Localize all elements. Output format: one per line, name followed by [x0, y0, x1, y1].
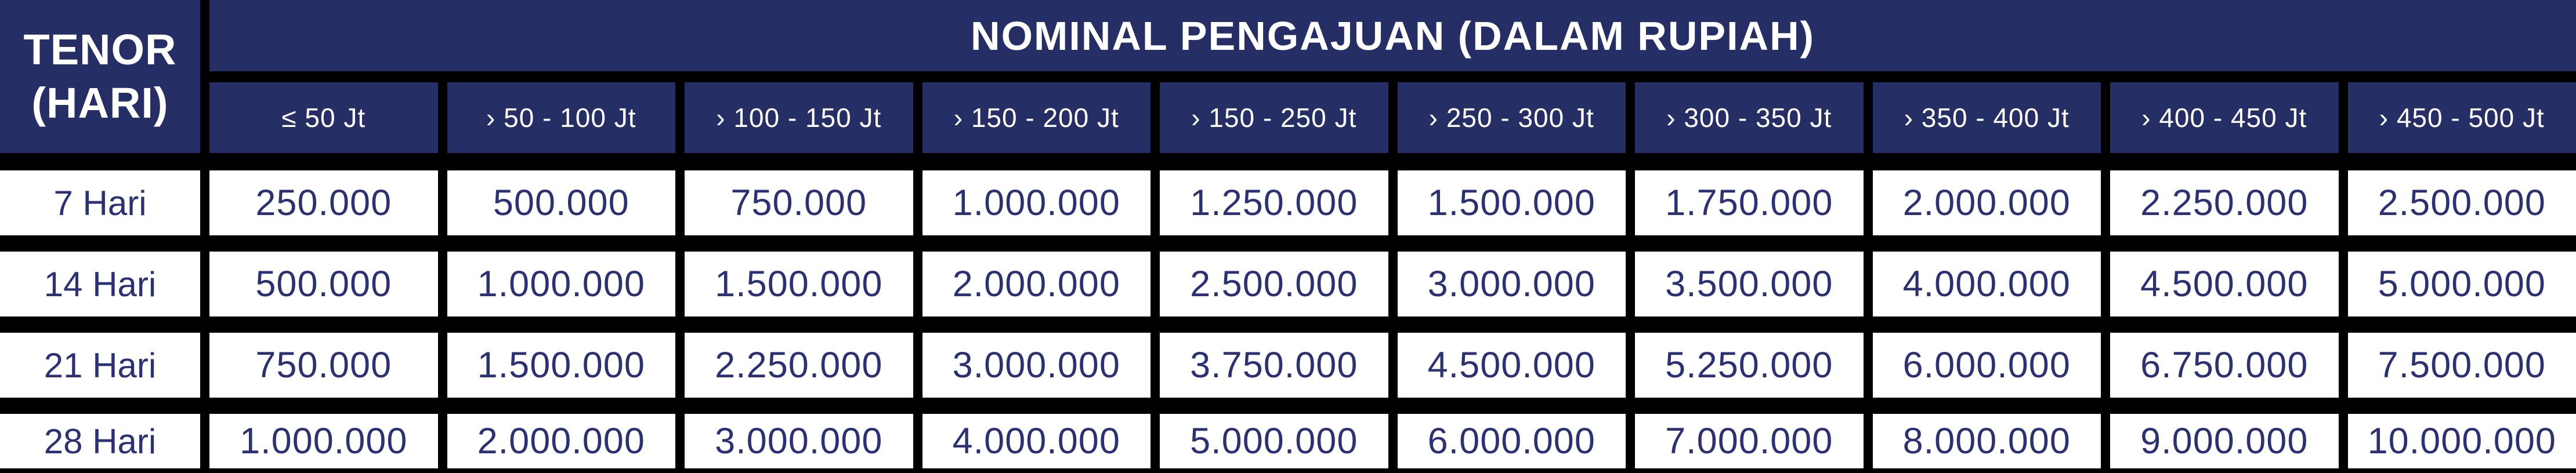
- value-cell: 750.000: [685, 170, 913, 235]
- value-cell: 1.500.000: [685, 252, 913, 316]
- value-cell: 5.000.000: [1160, 414, 1388, 468]
- value-cell: 500.000: [447, 170, 675, 235]
- value-cell: 6.000.000: [1872, 333, 2101, 398]
- tenor-cell: 21 Hari: [0, 333, 200, 398]
- col-header: › 100 - 150 Jt: [685, 82, 913, 153]
- tenor-corner-line2: (HARI): [31, 79, 169, 127]
- value-cell: 750.000: [209, 333, 438, 398]
- value-cell: 1.500.000: [1397, 170, 1626, 235]
- value-cell: 1.000.000: [922, 170, 1150, 235]
- col-header: › 150 - 200 Jt: [922, 82, 1150, 153]
- value-cell: 6.750.000: [2110, 333, 2339, 398]
- value-cell: 5.250.000: [1635, 333, 1864, 398]
- value-cell: 5.000.000: [2347, 252, 2576, 316]
- col-header: › 450 - 500 Jt: [2347, 82, 2576, 153]
- tenor-cell: 7 Hari: [0, 170, 200, 235]
- col-header: › 250 - 300 Jt: [1397, 82, 1626, 153]
- value-cell: 4.500.000: [1397, 333, 1626, 398]
- value-cell: 3.000.000: [1397, 252, 1626, 316]
- value-cell: 10.000.000: [2347, 414, 2576, 468]
- value-cell: 2.000.000: [1872, 170, 2101, 235]
- value-cell: 9.000.000: [2110, 414, 2339, 468]
- value-cell: 2.000.000: [447, 414, 675, 468]
- value-cell: 8.000.000: [1872, 414, 2101, 468]
- value-cell: 2.500.000: [2347, 170, 2576, 235]
- value-cell: 2.000.000: [922, 252, 1150, 316]
- value-cell: 3.000.000: [685, 414, 913, 468]
- value-cell: 3.750.000: [1160, 333, 1388, 398]
- value-cell: 4.000.000: [922, 414, 1150, 468]
- tenor-corner-header: TENOR (HARI): [0, 0, 200, 153]
- col-header: › 400 - 450 Jt: [2110, 82, 2339, 153]
- value-cell: 3.500.000: [1635, 252, 1864, 316]
- value-cell: 7.500.000: [2347, 333, 2576, 398]
- value-cell: 1.250.000: [1160, 170, 1388, 235]
- value-cell: 6.000.000: [1397, 414, 1626, 468]
- value-cell: 7.000.000: [1635, 414, 1864, 468]
- value-cell: 1.750.000: [1635, 170, 1864, 235]
- table-title: NOMINAL PENGAJUAN (DALAM RUPIAH): [209, 0, 2576, 71]
- value-cell: 2.500.000: [1160, 252, 1388, 316]
- tenor-cell: 14 Hari: [0, 252, 200, 316]
- tenor-cell: 28 Hari: [0, 414, 200, 468]
- value-cell: 250.000: [209, 170, 438, 235]
- value-cell: 2.250.000: [685, 333, 913, 398]
- value-cell: 2.250.000: [2110, 170, 2339, 235]
- col-header: › 150 - 250 Jt: [1160, 82, 1388, 153]
- col-header: › 50 - 100 Jt: [447, 82, 675, 153]
- col-header: › 300 - 350 Jt: [1635, 82, 1864, 153]
- value-cell: 1.000.000: [447, 252, 675, 316]
- col-header: ≤ 50 Jt: [209, 82, 438, 153]
- value-cell: 4.500.000: [2110, 252, 2339, 316]
- value-cell: 3.000.000: [922, 333, 1150, 398]
- tenor-corner-line1: TENOR: [23, 25, 177, 74]
- value-cell: 500.000: [209, 252, 438, 316]
- col-header: › 350 - 400 Jt: [1872, 82, 2101, 153]
- value-cell: 1.500.000: [447, 333, 675, 398]
- value-cell: 1.000.000: [209, 414, 438, 468]
- value-cell: 4.000.000: [1872, 252, 2101, 316]
